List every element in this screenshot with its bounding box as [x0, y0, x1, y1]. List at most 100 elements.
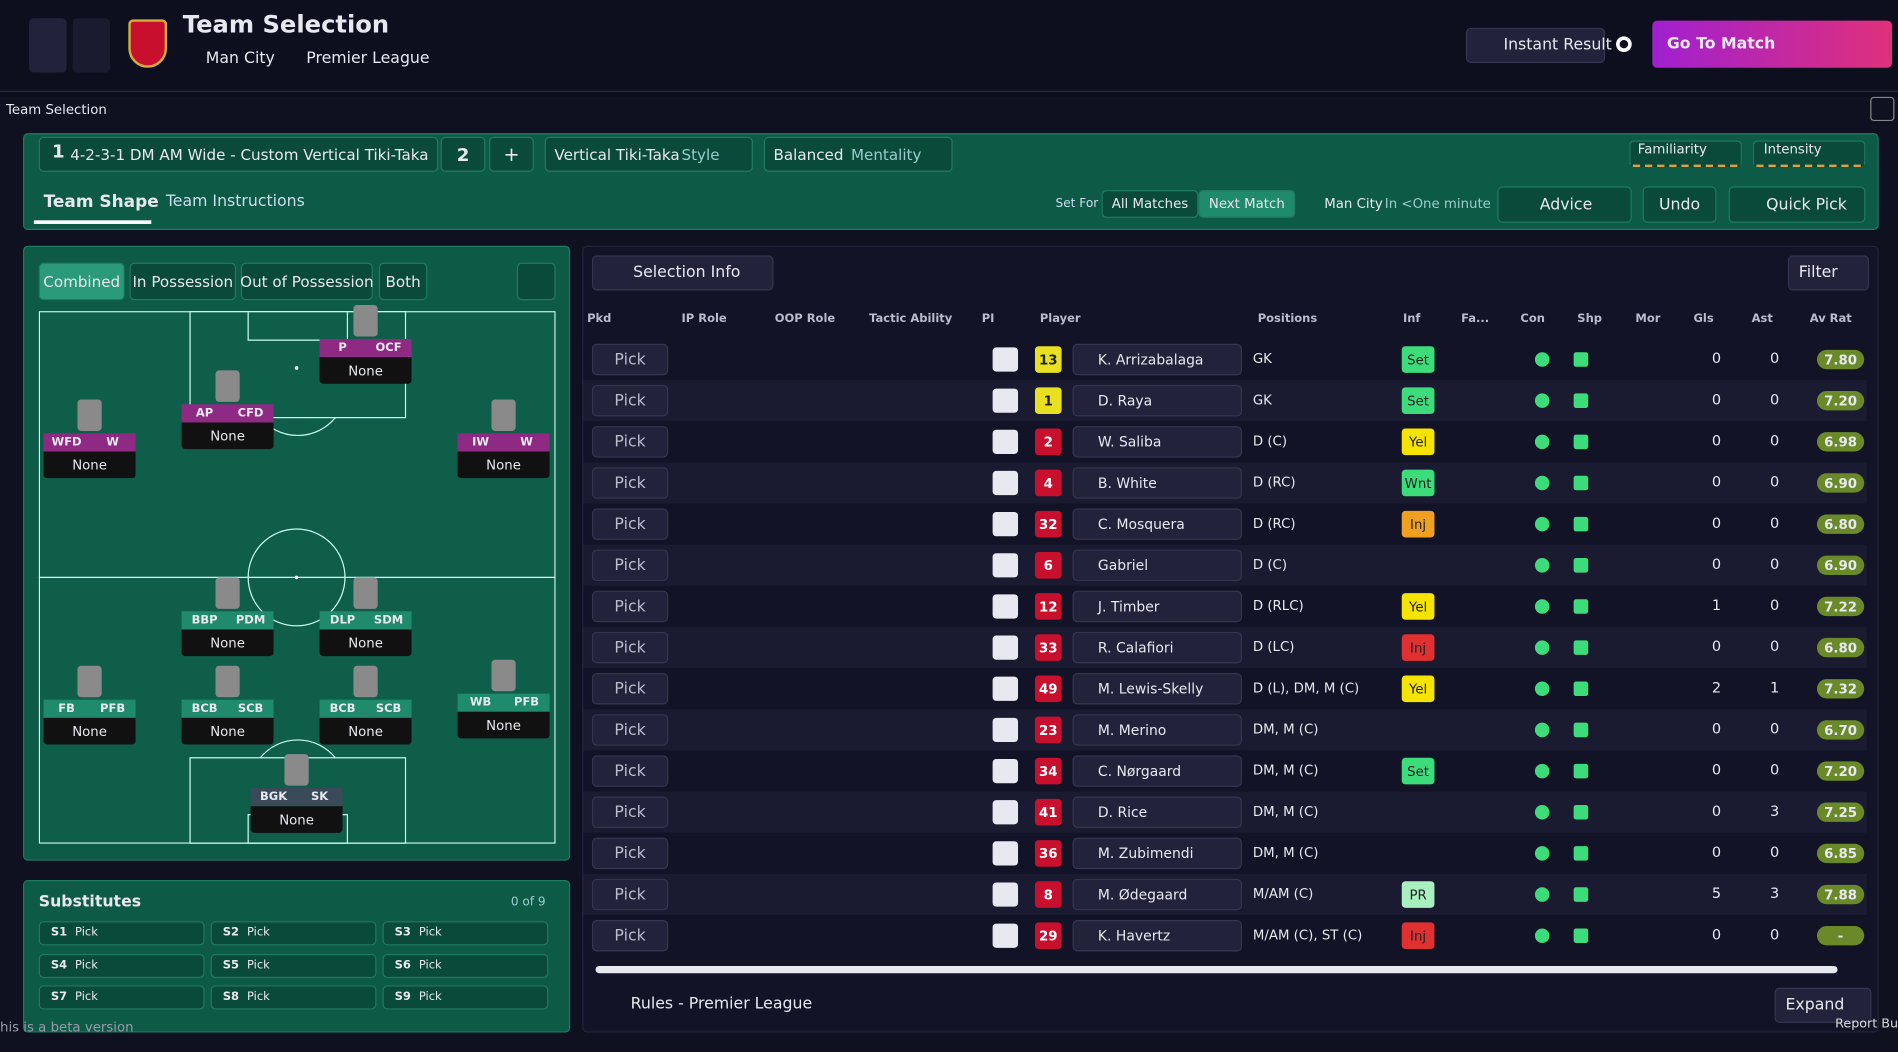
pick-button[interactable]: Pick — [591, 631, 669, 664]
mentality-select[interactable] — [763, 136, 953, 172]
sub-slot[interactable] — [38, 921, 205, 946]
player-select[interactable]: K. Havertz — [1072, 919, 1242, 952]
player-slot[interactable]: None — [181, 629, 274, 657]
player-select[interactable]: M. Lewis-Skelly — [1072, 673, 1242, 705]
pick-button[interactable]: Pick — [591, 508, 669, 540]
pi-button[interactable] — [992, 841, 1019, 866]
pi-button[interactable] — [992, 347, 1019, 372]
player-slot[interactable]: None — [457, 711, 550, 739]
pick-button[interactable]: Pick — [591, 796, 669, 828]
set-for-option[interactable]: Next Match — [1198, 190, 1296, 218]
pi-button[interactable] — [992, 470, 1019, 496]
pick-button[interactable]: Pick — [591, 878, 669, 911]
pi-button[interactable] — [992, 758, 1019, 784]
go-to-match[interactable]: Go To Match — [1652, 20, 1893, 68]
player-slot[interactable]: None — [319, 717, 412, 745]
role-bar[interactable] — [250, 788, 343, 807]
selection-info[interactable]: Selection Info — [591, 255, 774, 291]
pi-button[interactable] — [992, 388, 1019, 413]
pi-button[interactable] — [992, 594, 1019, 619]
role-bar[interactable] — [43, 699, 136, 718]
player-select[interactable]: M. Ødegaard — [1072, 878, 1242, 911]
formation-select[interactable] — [38, 136, 439, 172]
settings[interactable] — [1616, 36, 1632, 53]
sub-slot[interactable] — [210, 953, 377, 978]
tab[interactable]: Team Instructions — [165, 192, 305, 211]
player-select[interactable]: B. White — [1072, 467, 1242, 499]
back-button[interactable] — [29, 18, 67, 73]
sub-slot[interactable] — [38, 953, 205, 978]
sub-slot[interactable] — [210, 985, 377, 1010]
player-slot[interactable]: None — [181, 717, 274, 745]
add-tactic[interactable]: + — [489, 136, 534, 172]
forward-button[interactable] — [72, 18, 111, 73]
pick-button[interactable]: Pick — [591, 590, 669, 623]
set-for-option[interactable]: All Matches — [1101, 190, 1199, 218]
pi-button[interactable] — [992, 717, 1019, 743]
report-bug[interactable]: Report Bug — [1835, 1016, 1898, 1032]
view-tab[interactable]: Both — [378, 262, 428, 301]
pick-button[interactable]: Pick — [591, 467, 669, 499]
pick-button[interactable]: Pick — [591, 919, 669, 952]
player-slot[interactable]: None — [319, 357, 412, 384]
pick-button[interactable]: Pick — [591, 673, 669, 705]
role-bar[interactable] — [319, 699, 412, 718]
player-slot[interactable]: None — [181, 422, 274, 450]
intensity[interactable]: Intensity — [1752, 140, 1866, 168]
player-select[interactable]: J. Timber — [1072, 590, 1242, 623]
collapse-button[interactable] — [516, 262, 556, 301]
pi-button[interactable] — [992, 923, 1019, 948]
player-slot[interactable]: None — [43, 717, 136, 745]
sub-slot[interactable] — [382, 985, 549, 1010]
expand[interactable]: Expand — [1774, 987, 1872, 1023]
style-select[interactable] — [544, 136, 753, 172]
pick-button[interactable]: Pick — [591, 343, 669, 376]
player-select[interactable]: M. Zubimendi — [1072, 837, 1242, 870]
pi-button[interactable] — [992, 676, 1019, 701]
player-select[interactable]: M. Merino — [1072, 714, 1242, 746]
role-bar[interactable] — [181, 611, 274, 630]
sub-slot[interactable] — [382, 953, 549, 978]
pi-button[interactable] — [992, 553, 1019, 578]
pick-button[interactable]: Pick — [591, 714, 669, 746]
instant-result[interactable]: Instant Result — [1465, 27, 1612, 63]
quick-pick-button[interactable]: Quick Pick — [1728, 186, 1866, 223]
sub-slot[interactable] — [210, 921, 377, 946]
pi-button[interactable] — [992, 429, 1019, 454]
view-tab[interactable]: In Possession — [129, 262, 237, 301]
scrollbar[interactable] — [595, 965, 1838, 974]
role-bar[interactable] — [319, 338, 412, 358]
pick-button[interactable]: Pick — [591, 755, 669, 787]
player-select[interactable]: C. Nørgaard — [1072, 755, 1242, 787]
familiarity[interactable]: Familiarity — [1629, 140, 1742, 168]
player-select[interactable]: W. Saliba — [1072, 426, 1242, 458]
player-slot[interactable]: None — [319, 629, 412, 657]
tactic-slot-2[interactable]: 2 — [440, 136, 486, 172]
player-slot[interactable]: None — [250, 806, 343, 833]
advice-button[interactable]: Advice — [1497, 186, 1632, 223]
player-select[interactable]: K. Arrizabalaga — [1072, 343, 1242, 376]
view-tab[interactable]: Out of Possession — [240, 262, 374, 301]
role-bar[interactable] — [43, 433, 136, 452]
role-bar[interactable] — [457, 433, 550, 452]
role-bar[interactable] — [181, 699, 274, 718]
pi-button[interactable] — [992, 882, 1019, 907]
player-slot[interactable]: None — [457, 451, 550, 479]
sub-slot[interactable] — [38, 985, 205, 1010]
role-bar[interactable] — [457, 693, 550, 712]
tab[interactable]: Team Shape — [43, 192, 159, 212]
player-select[interactable]: R. Calafiori — [1072, 631, 1242, 664]
filter[interactable]: Filter — [1787, 255, 1870, 291]
close-button[interactable] — [1870, 96, 1895, 122]
pick-button[interactable]: Pick — [591, 426, 669, 458]
pick-button[interactable]: Pick — [591, 549, 669, 582]
player-select[interactable]: Gabriel — [1072, 549, 1242, 582]
player-select[interactable]: C. Mosquera — [1072, 508, 1242, 540]
pi-button[interactable] — [992, 800, 1019, 825]
pick-button[interactable]: Pick — [591, 837, 669, 870]
player-select[interactable]: D. Rice — [1072, 796, 1242, 828]
player-select[interactable]: D. Raya — [1072, 384, 1242, 417]
pi-button[interactable] — [992, 512, 1019, 537]
role-bar[interactable] — [181, 404, 274, 423]
player-slot[interactable]: None — [43, 451, 136, 479]
